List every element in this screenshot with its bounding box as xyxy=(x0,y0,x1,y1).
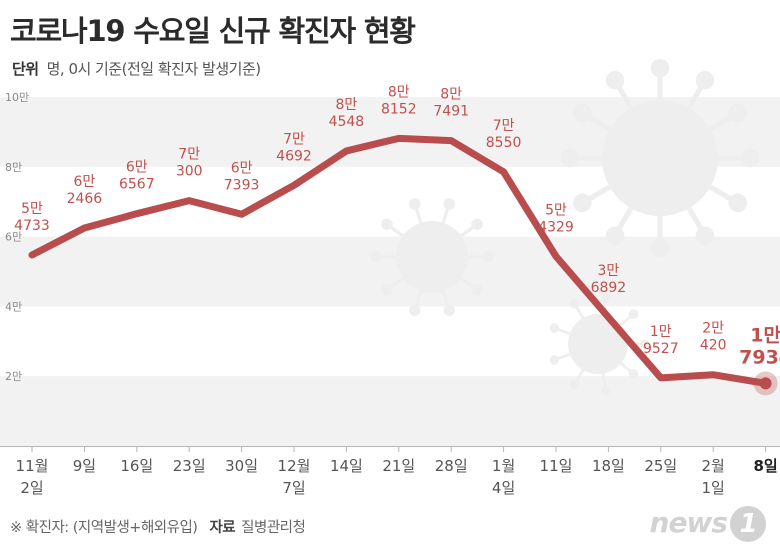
x-tick-label: 23일 xyxy=(173,457,206,475)
data-label: 6만 6567 xyxy=(119,160,155,193)
y-tick-label: 8만 xyxy=(5,161,22,174)
x-tick-label: 14일 xyxy=(330,457,363,475)
y-tick-label: 10만 xyxy=(5,91,29,104)
data-label: 7만 8550 xyxy=(486,118,522,151)
series-line xyxy=(28,134,778,396)
grid-band xyxy=(0,236,780,307)
footer-note: ※ 확진자: (지역발생+해외유입) 자료 질병관리청 xyxy=(10,516,306,537)
y-axis: 10만 8만 6만 4만 2만 xyxy=(5,91,29,383)
unit-text: 명, 0시 기준(전일 확진자 발생기준) xyxy=(46,60,262,78)
data-label: 8만 8152 xyxy=(381,84,417,117)
data-label: 8만 4548 xyxy=(329,97,365,130)
x-tick-label: 21일 xyxy=(382,457,415,475)
highlight-point xyxy=(759,377,772,390)
news1-logo: news 1 xyxy=(650,506,766,542)
x-tick-label: 11월 2일 xyxy=(16,457,49,497)
virus-icon xyxy=(549,293,650,395)
virus-icon xyxy=(370,198,494,316)
data-label: 7만 4692 xyxy=(276,131,312,164)
y-tick-label: 6만 xyxy=(5,231,22,244)
series-polyline xyxy=(28,134,770,387)
x-tick-label: 9일 xyxy=(73,457,96,475)
data-label: 8만 7491 xyxy=(433,87,469,120)
unit-note: 단위 명, 0시 기준(전일 확진자 발생기준) xyxy=(12,58,261,79)
x-tick-label: 12월 7일 xyxy=(278,457,311,497)
data-label: 6만 2466 xyxy=(67,174,103,207)
page-title: 코로나19 수요일 신규 확진자 현황 xyxy=(10,14,416,48)
data-label: 5만 4733 xyxy=(14,201,50,234)
x-tick-label: 25일 xyxy=(644,457,677,475)
x-tick-label: 1월 4일 xyxy=(492,457,515,497)
source-label: 자료 xyxy=(209,520,236,536)
logo-number: 1 xyxy=(730,506,766,542)
y-tick-label: 2만 xyxy=(5,370,22,383)
x-tick-label: 28일 xyxy=(435,457,468,475)
data-labels: 5만 4733 6만 2466 6만 6567 7만 300 6만 7393 7만 4692 8만 454… xyxy=(14,84,780,368)
x-tick-label: 16일 xyxy=(120,457,153,475)
x-axis: 11월 2일 9일 16일 23일 30일 12월 7일 14일 21일 28일 1월 4일 11일 18일… xyxy=(0,446,780,497)
source-text: 질병관리청 xyxy=(241,520,306,536)
data-label: 7만 300 xyxy=(176,147,203,180)
virus-icon xyxy=(560,58,760,258)
data-label: 5만 4329 xyxy=(538,202,574,235)
data-label: 3만 6892 xyxy=(591,263,627,296)
unit-label: 단위 xyxy=(12,60,39,78)
virus-illustration xyxy=(370,58,760,395)
logo-text: news xyxy=(649,506,728,539)
data-label: 6만 7393 xyxy=(224,160,260,193)
x-tick-label: 30일 xyxy=(225,457,258,475)
grid-band xyxy=(0,376,780,446)
x-tick-label: 18일 xyxy=(592,457,625,475)
y-tick-label: 4만 xyxy=(5,300,22,313)
x-tick-label: 2월 1일 xyxy=(702,457,725,497)
x-tick-label: 11일 xyxy=(540,457,573,475)
data-label: 2만 420 xyxy=(700,321,727,354)
x-tick-label: 8일 xyxy=(753,457,777,475)
confirmed-note: ※ 확진자: (지역발생+해외유입) xyxy=(10,520,198,536)
data-label: 1만 9527 xyxy=(643,324,679,357)
data-label: 1만7934 xyxy=(739,324,780,368)
